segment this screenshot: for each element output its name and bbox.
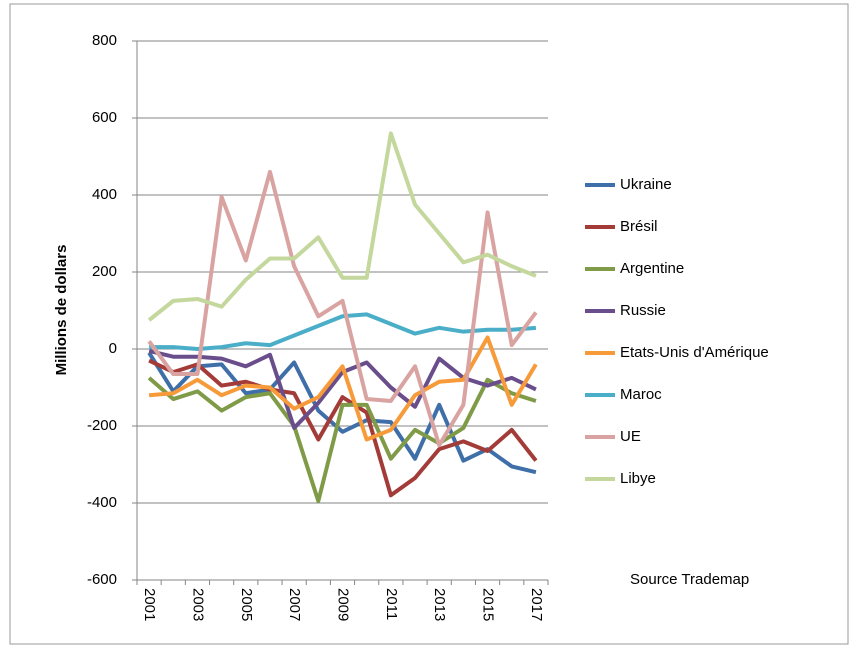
legend-label: Etats-Unis d'Amérique bbox=[620, 344, 769, 361]
y-tick-label: 0 bbox=[109, 340, 117, 357]
x-tick-label: 2011 bbox=[383, 588, 400, 620]
y-tick-label: 400 bbox=[92, 186, 117, 203]
series-line bbox=[148, 358, 538, 498]
series-line bbox=[148, 335, 538, 442]
x-tick-label: 2009 bbox=[335, 588, 352, 621]
x-tick-label: 2007 bbox=[286, 588, 303, 621]
x-tick-label: 2001 bbox=[141, 588, 158, 621]
legend-label: Libye bbox=[620, 470, 656, 487]
y-tick-label: 200 bbox=[92, 263, 117, 280]
series-line bbox=[147, 376, 537, 504]
y-tick-label: 600 bbox=[92, 109, 117, 126]
y-tick-label: -400 bbox=[87, 494, 117, 511]
x-tick-label: 2015 bbox=[480, 588, 497, 621]
x-tick-label: 2003 bbox=[189, 588, 206, 621]
legend-label: Brésil bbox=[620, 218, 658, 235]
legend-label: UE bbox=[620, 428, 641, 445]
legend-label: Maroc bbox=[620, 386, 662, 403]
y-tick-label: -200 bbox=[87, 417, 117, 434]
x-tick-label: 2005 bbox=[238, 588, 255, 621]
series-line bbox=[147, 131, 537, 322]
legend-label: Ukraine bbox=[620, 176, 672, 193]
series-line bbox=[147, 351, 537, 475]
x-tick-label: 2013 bbox=[431, 588, 448, 621]
series-line bbox=[147, 169, 538, 448]
y-axis-label: Millions de dollars bbox=[53, 245, 70, 376]
legend-label: Russie bbox=[620, 302, 666, 319]
annotation: Source Trademap bbox=[630, 571, 749, 588]
y-tick-label: -600 bbox=[87, 571, 117, 588]
legend-label: Argentine bbox=[620, 260, 684, 277]
y-tick-label: 800 bbox=[92, 32, 117, 49]
chart-frame bbox=[9, 3, 849, 645]
x-tick-label: 2017 bbox=[528, 588, 545, 621]
